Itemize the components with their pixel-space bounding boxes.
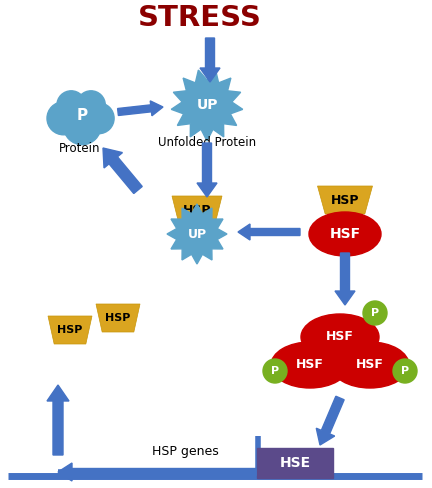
Polygon shape: [200, 38, 220, 82]
Polygon shape: [103, 148, 142, 194]
Circle shape: [393, 359, 417, 383]
Polygon shape: [96, 304, 140, 332]
Polygon shape: [335, 253, 355, 305]
Text: P: P: [271, 366, 279, 376]
Text: P: P: [401, 366, 409, 376]
Ellipse shape: [301, 314, 379, 360]
Text: HSF: HSF: [356, 359, 384, 371]
Polygon shape: [167, 204, 227, 264]
Text: P: P: [76, 107, 88, 122]
Text: HSP genes: HSP genes: [152, 445, 218, 458]
Text: Unfolded Protein: Unfolded Protein: [158, 137, 256, 149]
FancyBboxPatch shape: [257, 448, 333, 478]
Text: UP: UP: [196, 98, 218, 112]
Text: Protein: Protein: [59, 142, 101, 155]
Circle shape: [83, 103, 114, 134]
Text: HSE: HSE: [280, 456, 311, 470]
Polygon shape: [172, 196, 222, 224]
Polygon shape: [318, 186, 372, 214]
Text: HSP: HSP: [331, 194, 359, 206]
Polygon shape: [238, 224, 300, 240]
Text: HSF: HSF: [326, 330, 354, 344]
Polygon shape: [58, 463, 256, 481]
Ellipse shape: [331, 342, 409, 388]
Text: UP: UP: [187, 227, 206, 241]
Text: STRESS: STRESS: [138, 4, 262, 32]
Text: HSP: HSP: [57, 325, 83, 335]
Text: HSF: HSF: [330, 227, 361, 241]
Circle shape: [47, 102, 80, 135]
Polygon shape: [316, 396, 344, 445]
Circle shape: [57, 91, 86, 120]
Text: HSF: HSF: [296, 359, 324, 371]
Circle shape: [263, 359, 287, 383]
Circle shape: [77, 91, 105, 120]
Polygon shape: [47, 385, 69, 455]
Ellipse shape: [271, 342, 349, 388]
Polygon shape: [171, 70, 243, 141]
Text: HSP: HSP: [183, 203, 211, 217]
Circle shape: [64, 107, 101, 145]
Circle shape: [363, 301, 387, 325]
Text: HSP: HSP: [105, 313, 131, 323]
Text: P: P: [371, 308, 379, 318]
Polygon shape: [118, 101, 163, 116]
Ellipse shape: [309, 212, 381, 256]
Polygon shape: [48, 316, 92, 344]
Polygon shape: [197, 143, 217, 197]
